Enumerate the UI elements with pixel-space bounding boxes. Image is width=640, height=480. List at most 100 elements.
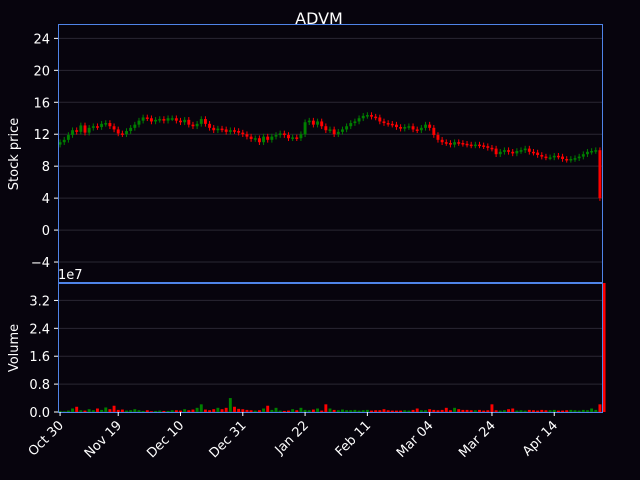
volume-bar xyxy=(257,410,261,412)
volume-tick-label: 0.8 xyxy=(29,378,50,393)
candle-body xyxy=(274,135,278,137)
candle-body xyxy=(83,125,87,133)
price-tick-label: 12 xyxy=(33,128,50,143)
volume-bar xyxy=(565,410,569,412)
volume-bar xyxy=(436,410,440,412)
candle-body xyxy=(195,123,199,127)
candle-body xyxy=(532,151,535,154)
candle-body xyxy=(179,120,182,123)
volume-bar xyxy=(129,410,133,412)
candle-body xyxy=(399,127,403,129)
volume-bar xyxy=(365,409,369,412)
candle-body xyxy=(573,158,577,160)
candle-body xyxy=(523,148,527,151)
candle-body xyxy=(448,143,452,145)
candle-body xyxy=(407,126,411,128)
volume-bar xyxy=(332,409,336,412)
volume-bar xyxy=(465,409,469,412)
volume-bar xyxy=(336,410,340,412)
candle-body xyxy=(569,158,573,161)
volume-bar xyxy=(440,409,444,412)
volume-bar xyxy=(170,410,174,412)
volume-bar xyxy=(216,407,220,412)
volume-bar xyxy=(527,409,531,412)
volume-bar xyxy=(353,409,357,412)
volume-bar xyxy=(403,410,407,412)
volume-bar xyxy=(149,411,153,412)
volume-bar xyxy=(125,410,128,412)
candle-body xyxy=(324,126,328,131)
volume-bar xyxy=(237,408,241,412)
candle-body xyxy=(403,127,407,129)
date-tick-label: Jan 22 xyxy=(272,418,312,458)
candle-body xyxy=(453,142,457,145)
candle-body xyxy=(502,150,506,152)
candle-body xyxy=(486,146,490,148)
candle-body xyxy=(133,124,137,128)
candle-body xyxy=(58,142,62,145)
volume-bar xyxy=(469,410,473,412)
volume-bar xyxy=(453,407,457,412)
volume-bar xyxy=(444,407,448,412)
volume-bar xyxy=(87,409,91,412)
volume-bar xyxy=(183,409,187,412)
volume-bar xyxy=(311,409,315,412)
volume-bar xyxy=(195,407,199,412)
volume-exponent-label: 1e7 xyxy=(58,268,83,283)
candle-body xyxy=(552,155,556,158)
volume-bar xyxy=(141,410,145,412)
candle-body xyxy=(394,124,398,128)
volume-bar xyxy=(498,410,502,412)
volume-bar xyxy=(399,410,403,412)
candle-body xyxy=(424,124,427,128)
volume-bar xyxy=(590,408,594,412)
candle-body xyxy=(311,120,315,125)
volume-bar xyxy=(95,408,99,412)
volume-bar xyxy=(145,410,149,412)
volume-tick-label: 1.6 xyxy=(29,350,50,365)
candle-body xyxy=(320,121,324,127)
volume-bar xyxy=(461,409,465,412)
volume-bar xyxy=(199,404,203,412)
volume-bars xyxy=(58,283,606,412)
volume-bar xyxy=(303,409,307,412)
candle-body xyxy=(411,126,415,130)
candle-body xyxy=(199,119,203,124)
volume-bar xyxy=(137,410,141,412)
candle-body xyxy=(104,123,108,125)
candle-body xyxy=(494,148,498,155)
volume-bar xyxy=(598,404,602,412)
candle-body xyxy=(478,144,481,147)
volume-bar xyxy=(233,406,236,412)
candle-body xyxy=(100,123,104,128)
volume-bar xyxy=(224,407,228,412)
candle-body xyxy=(62,139,66,143)
candle-body xyxy=(577,156,581,159)
candle-body xyxy=(95,126,99,128)
volume-bar xyxy=(573,410,577,412)
volume-bar xyxy=(382,409,386,412)
volume-bar xyxy=(586,410,589,412)
volume-tick-label: 3.2 xyxy=(29,294,50,309)
volume-bar xyxy=(162,410,166,412)
candle-body xyxy=(436,135,440,140)
candle-body xyxy=(507,150,511,152)
volume-bar xyxy=(357,410,361,412)
candle-body xyxy=(357,118,361,122)
volume-bar xyxy=(415,408,419,412)
candle-body xyxy=(332,129,336,135)
volume-bar xyxy=(523,410,527,412)
candle-body xyxy=(170,118,174,120)
volume-bar xyxy=(262,408,266,412)
price-tick-label: 16 xyxy=(33,96,50,111)
volume-bar xyxy=(540,409,544,412)
candle-body xyxy=(257,138,261,143)
candle-body xyxy=(203,119,207,124)
candle-body xyxy=(233,130,236,132)
candle-body xyxy=(282,133,286,136)
candle-body xyxy=(191,124,195,127)
volume-bar xyxy=(486,410,490,412)
candle-body xyxy=(374,116,378,119)
candle-body xyxy=(349,123,353,127)
volume-bar xyxy=(91,410,95,412)
